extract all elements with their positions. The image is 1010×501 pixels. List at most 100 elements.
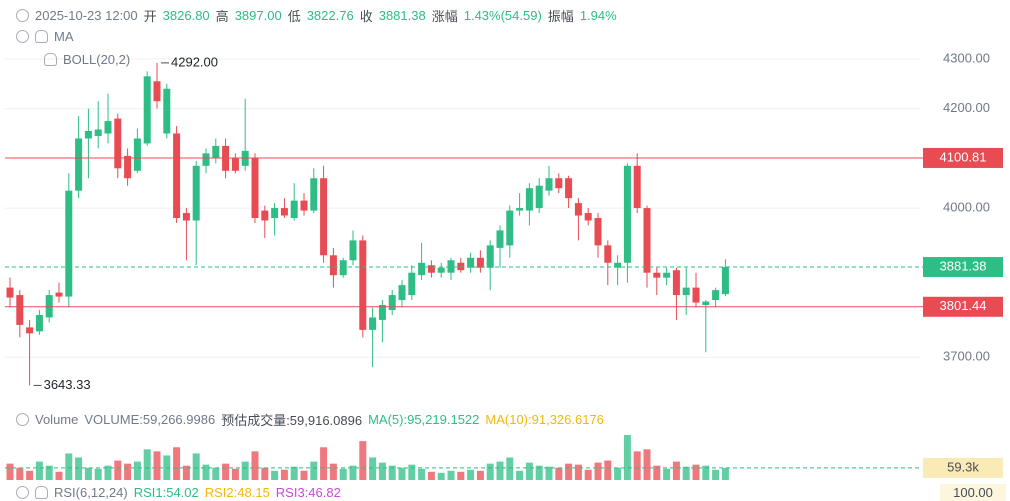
candle-body [721, 267, 729, 295]
volume-value: VOLUME:59,266.9986 [84, 412, 216, 427]
bell-icon[interactable] [44, 53, 57, 66]
volume-bar [104, 465, 112, 480]
bell-icon[interactable] [35, 30, 48, 43]
volume-bar [173, 447, 181, 480]
volume-bar [261, 467, 269, 480]
candle-body [712, 290, 720, 301]
price-tag-label: 3801.44 [940, 298, 987, 313]
volume-bar [476, 470, 484, 480]
candle-body [310, 178, 318, 211]
volume-bar [241, 461, 249, 480]
candle-body [702, 301, 710, 306]
volume-bar [721, 467, 729, 480]
value: 3881.38 [378, 8, 426, 23]
candle-body [516, 208, 524, 211]
toggle-icon[interactable] [16, 413, 29, 426]
rsi-header: RSI(6,12,24) RSI1:54.02 RSI2:48.15 RSI3:… [16, 485, 341, 500]
candle-body [6, 287, 14, 298]
price-tag-label: 3881.38 [940, 258, 987, 273]
volume-bar [427, 471, 435, 480]
volume-bar [192, 453, 200, 480]
candle-body [427, 265, 435, 273]
candle-body [614, 262, 622, 268]
volume-bar [349, 465, 357, 480]
volume-bar [143, 449, 151, 480]
bell-icon[interactable] [35, 486, 48, 499]
annotation-label: 4292.00 [171, 54, 218, 69]
price-tag [923, 296, 1003, 317]
volume-bar [653, 465, 661, 480]
candle-body [173, 133, 181, 219]
volume-bar [437, 472, 445, 480]
candle-body [506, 210, 514, 246]
volume-bar [604, 460, 612, 480]
candle-body [545, 178, 553, 191]
rsi1: RSI1:54.02 [133, 485, 199, 500]
volume-bar [584, 469, 592, 480]
toggle-icon[interactable] [16, 30, 29, 43]
candle-body [124, 155, 132, 179]
volume-bar [339, 468, 347, 480]
volume-bar [496, 461, 504, 480]
volume-bar [231, 468, 239, 480]
toggle-icon[interactable] [16, 9, 29, 22]
value: 1.94% [579, 8, 617, 23]
toggle-icon[interactable] [16, 486, 29, 499]
volume-bar [574, 464, 582, 480]
candle-body [55, 292, 63, 297]
volume-bar [329, 463, 337, 480]
rsi3: RSI3:46.82 [275, 485, 341, 500]
boll-label: BOLL(20,2) [63, 52, 131, 67]
ma-label: MA [54, 29, 74, 44]
candle-body [418, 262, 426, 276]
candle-body [163, 88, 171, 134]
rsi2: RSI2:48.15 [204, 485, 270, 500]
volume-bar [124, 463, 132, 480]
candle-body [192, 165, 200, 221]
volume-bar [594, 462, 602, 480]
volume-bar [16, 467, 24, 480]
candle-body [84, 131, 92, 139]
y-tick-label: 3700.00 [943, 349, 990, 364]
candle-body [320, 178, 328, 256]
candle-body [496, 230, 504, 248]
volume-bar [692, 464, 700, 480]
label: 低 [287, 9, 301, 24]
y-tick-label: 4200.00 [943, 100, 990, 115]
candle-body [271, 208, 279, 219]
volume-bar [457, 471, 465, 480]
volume-bar [300, 470, 308, 480]
volume-bar [114, 460, 122, 480]
candle-body [329, 255, 337, 276]
candle-body [457, 262, 465, 271]
candle-body [682, 287, 690, 296]
candle-body [437, 267, 445, 273]
volume-bar [712, 469, 720, 480]
volume-bar [486, 463, 494, 480]
candle-body [535, 185, 543, 209]
volume-bar [623, 435, 631, 480]
volume-bar [75, 457, 83, 480]
volume-tag [923, 457, 1003, 478]
candle-body [378, 305, 386, 320]
candle-body [398, 285, 406, 301]
candle-body [339, 260, 347, 276]
candle-body [369, 317, 377, 330]
volume-bar [45, 465, 53, 480]
value: 3822.76 [306, 8, 354, 23]
candle-body [663, 272, 671, 278]
volume-bar [251, 451, 259, 480]
volume-bar [212, 467, 220, 480]
candle-body [447, 260, 455, 273]
volume-bar [359, 441, 367, 480]
candle-body [525, 188, 533, 211]
volume-bar [506, 457, 514, 480]
volume-bar [545, 466, 553, 480]
volume-bar [565, 463, 573, 480]
candle-body [153, 81, 161, 102]
label: 涨幅 [431, 9, 458, 24]
candle-body [35, 314, 43, 332]
volume-bar [702, 465, 710, 480]
candle-body [388, 295, 396, 310]
